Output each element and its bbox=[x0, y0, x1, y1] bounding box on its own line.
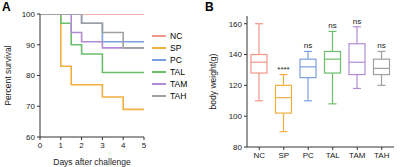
html-text:TAL: TAL bbox=[170, 67, 185, 77]
html-text:PC: PC bbox=[170, 55, 182, 65]
svg-text:1: 1 bbox=[59, 141, 64, 150]
svg-text:100: 100 bbox=[22, 10, 36, 19]
svg-text:body weight(g): body weight(g) bbox=[208, 53, 218, 109]
svg-text:ns: ns bbox=[377, 41, 385, 50]
svg-text:4: 4 bbox=[121, 141, 126, 150]
svg-text:Percent survival: Percent survival bbox=[8, 45, 13, 106]
svg-text:140: 140 bbox=[229, 50, 243, 59]
svg-text:TAM: TAM bbox=[349, 151, 366, 160]
html-text:SP: SP bbox=[170, 43, 182, 53]
svg-text:ns: ns bbox=[328, 21, 336, 30]
svg-text:80: 80 bbox=[26, 71, 35, 80]
svg-text:NC: NC bbox=[253, 151, 265, 160]
html-text:TAM: TAM bbox=[170, 79, 188, 89]
svg-text:60: 60 bbox=[26, 133, 35, 142]
html-text:B: B bbox=[205, 0, 214, 14]
svg-text:Days after challenge: Days after challenge bbox=[53, 157, 131, 167]
svg-text:2: 2 bbox=[79, 141, 84, 150]
html-text:TAH: TAH bbox=[170, 91, 187, 101]
html-text:A: A bbox=[2, 0, 11, 14]
svg-text:3: 3 bbox=[100, 141, 105, 150]
html-text:NC: NC bbox=[170, 31, 183, 41]
svg-text:TAL: TAL bbox=[326, 151, 341, 160]
svg-text:****: **** bbox=[277, 65, 289, 74]
svg-text:5: 5 bbox=[142, 141, 147, 150]
svg-text:90: 90 bbox=[26, 41, 35, 50]
svg-text:0: 0 bbox=[38, 141, 43, 150]
svg-text:ns: ns bbox=[353, 17, 361, 26]
svg-text:100: 100 bbox=[229, 112, 243, 121]
svg-text:SP: SP bbox=[278, 151, 289, 160]
svg-text:TAH: TAH bbox=[374, 151, 390, 160]
svg-text:80: 80 bbox=[233, 143, 242, 152]
svg-text:70: 70 bbox=[26, 102, 35, 111]
svg-text:160: 160 bbox=[229, 20, 243, 29]
svg-text:120: 120 bbox=[229, 81, 243, 90]
svg-text:ns: ns bbox=[304, 41, 312, 50]
svg-text:PC: PC bbox=[303, 151, 314, 160]
